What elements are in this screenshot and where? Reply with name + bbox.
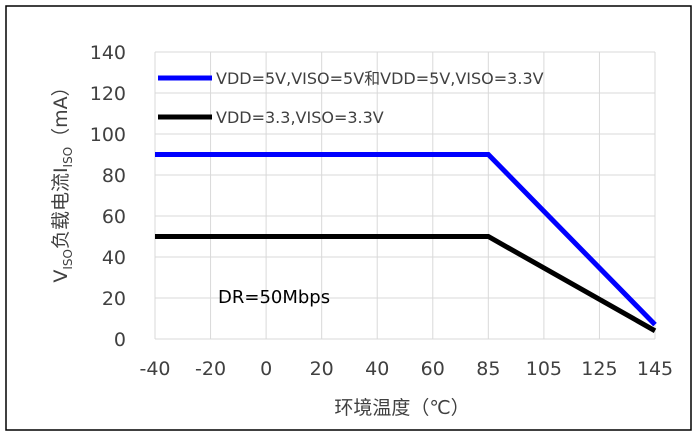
y-tick-label: 40 [102, 247, 126, 269]
x-tick-label: 40 [365, 358, 389, 380]
y-axis-label: VISO负载电流IISO（mA） [50, 77, 75, 282]
legend-label-2: VDD=3.3,VISO=3.3V [216, 108, 384, 127]
legend: VDD=5V,VISO=5V和VDD=5V,VISO=3.3V VDD=3.3,V… [158, 69, 544, 127]
legend-label-1: VDD=5V,VISO=5V和VDD=5V,VISO=3.3V [216, 69, 544, 88]
grid [154, 51, 656, 340]
y-axis-label-v: V [50, 270, 72, 283]
y-axis-label-mid: 负载电流I [50, 167, 72, 249]
x-tick-label: 0 [260, 358, 272, 380]
y-tick-label: 120 [90, 83, 126, 105]
x-tick-label: -40 [139, 358, 170, 380]
y-tick-label: 60 [102, 206, 126, 228]
y-tick-label: 140 [90, 42, 126, 64]
y-tick-label: 0 [114, 329, 126, 351]
y-axis-label-iso-2: ISO [61, 147, 75, 168]
x-tick-label: 60 [421, 358, 445, 380]
x-tick-label: -20 [195, 358, 226, 380]
y-tick-label: 100 [90, 124, 126, 146]
x-axis-label: 环境温度（℃） [334, 397, 469, 419]
y-tick-label: 80 [102, 165, 126, 187]
annotation: DR=50Mbps [218, 287, 330, 308]
x-tick-label: 105 [526, 358, 562, 380]
y-axis-label-unit: （mA） [50, 77, 72, 147]
y-tick-labels: 0 20 40 60 80 100 120 140 [90, 42, 126, 351]
x-tick-label: 85 [476, 358, 500, 380]
x-tick-label: 20 [310, 358, 334, 380]
series-lines [155, 152, 657, 333]
series-line-1 [155, 152, 657, 327]
x-tick-labels: -40 -20 0 20 40 60 85 105 125 145 [139, 358, 673, 380]
y-axis-label-iso-1: ISO [61, 249, 75, 270]
y-tick-label: 20 [102, 288, 126, 310]
chart-border [5, 5, 692, 431]
series-line-2 [155, 234, 657, 333]
x-tick-label: 145 [637, 358, 673, 380]
x-tick-label: 125 [581, 358, 617, 380]
